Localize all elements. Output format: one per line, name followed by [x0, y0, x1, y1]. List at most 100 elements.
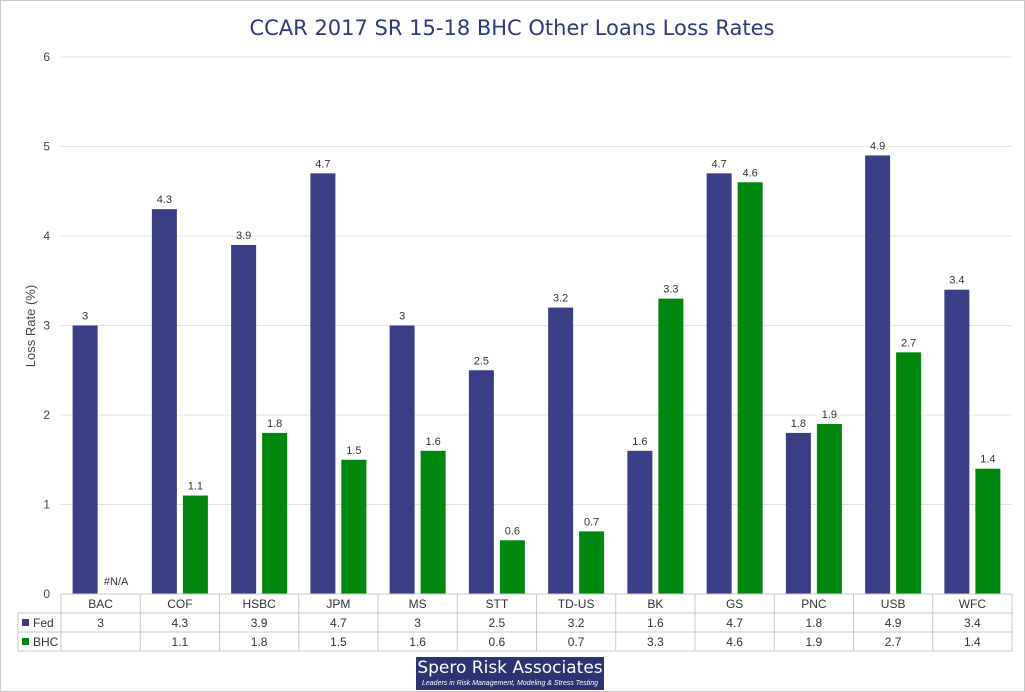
x-tick-label: BAC	[88, 597, 113, 611]
bar-bhc-bk	[658, 298, 684, 594]
x-tick-label: COF	[167, 597, 192, 611]
bar-fed-gs	[706, 173, 732, 594]
x-tick-label: USB	[881, 597, 906, 611]
table-cell: 1.5	[330, 635, 347, 649]
table-cell: 1.8	[806, 616, 823, 630]
data-label-fed: 1.6	[632, 436, 647, 448]
table-cell: 0.6	[489, 635, 506, 649]
bar-fed-usb	[865, 155, 891, 594]
table-cell: 3.4	[964, 616, 981, 630]
table-cell: 1.6	[647, 616, 664, 630]
table-cell: 0.7	[568, 635, 585, 649]
logo-tagline: Leaders in Risk Management, Modeling & S…	[422, 680, 598, 687]
bar-fed-cof	[151, 209, 177, 594]
bar-bhc-jpm	[341, 459, 367, 594]
table-cell: 3.2	[568, 616, 585, 630]
table-cell: 3.9	[251, 616, 268, 630]
data-table: BAC COF HSBC JPM MS STT TD-US BK GS PNC USB WFC Fed 3…	[17, 593, 1013, 652]
table-cell: 1.1	[172, 635, 189, 649]
y-axis-label: Loss Rate (%)	[23, 285, 38, 367]
data-label-fed: 4.7	[711, 158, 726, 170]
company-logo: Spero Risk Associates Leaders in Risk Ma…	[416, 657, 604, 690]
legend-swatch-bhc	[22, 638, 29, 645]
data-label-bhc: 1.8	[267, 418, 282, 430]
bar-bhc-hsbc	[262, 432, 288, 594]
data-label-bhc: 1.4	[980, 454, 995, 466]
x-tick-label: MS	[409, 597, 427, 611]
table-cell: 2.7	[885, 635, 902, 649]
table-cell: 4.9	[885, 616, 902, 630]
data-label-fed: 3	[399, 311, 405, 323]
x-tick-label: BK	[647, 597, 663, 611]
y-tick-label: 6	[43, 50, 50, 64]
bar-fed-pnc	[785, 432, 811, 594]
data-label-bhc: 1.6	[425, 436, 440, 448]
bar-bhc-td-us	[579, 531, 605, 594]
data-label-fed: 3.4	[949, 275, 964, 287]
bar-bhc-ms	[420, 450, 446, 594]
data-label-fed: 3.2	[553, 293, 568, 305]
bar-fed-td-us	[548, 307, 574, 594]
y-tick-label: 0	[43, 587, 50, 601]
data-label-bhc: 2.7	[901, 337, 916, 349]
y-tick-label: 1	[43, 498, 50, 512]
table-cell: 3	[97, 616, 104, 630]
legend-label-bhc: BHC	[33, 635, 59, 649]
data-label-fed: 4.7	[315, 158, 330, 170]
data-label-bhc: 0.6	[505, 525, 520, 537]
y-tick-label: 2	[43, 408, 50, 422]
table-cell: 1.9	[806, 635, 823, 649]
data-label-bhc: 3.3	[663, 284, 678, 296]
y-tick-label: 5	[43, 140, 50, 154]
table-cell: 4.7	[726, 616, 743, 630]
table-cell: 1.4	[964, 635, 981, 649]
x-tick-label: WFC	[959, 597, 987, 611]
table-cell: 3	[414, 616, 421, 630]
bar-bhc-usb	[896, 352, 922, 594]
legend-label-fed: Fed	[33, 616, 54, 630]
bars	[72, 155, 1001, 595]
data-label-fed: 4.3	[157, 194, 172, 206]
table-cell: 4.7	[330, 616, 347, 630]
bar-bhc-cof	[182, 495, 208, 594]
y-tick-label: 3	[43, 319, 50, 333]
chart-title: CCAR 2017 SR 15-18 BHC Other Loans Loss …	[249, 16, 774, 40]
gridlines	[61, 56, 1012, 505]
data-label-fed: 1.8	[791, 418, 806, 430]
x-tick-label: PNC	[801, 597, 827, 611]
x-tick-label: JPM	[326, 597, 350, 611]
data-label-fed: 3	[82, 311, 88, 323]
data-label-bhc: #N/A	[104, 576, 129, 588]
table-cell: 1.8	[251, 635, 268, 649]
data-label-bhc: 1.1	[188, 481, 203, 493]
logo-name: Spero Risk Associates	[417, 658, 603, 678]
bar-bhc-pnc	[816, 423, 842, 594]
data-label-fed: 4.9	[870, 140, 885, 152]
legend-swatch-fed	[22, 619, 29, 626]
bar-bhc-wfc	[975, 468, 1001, 594]
bar-fed-wfc	[944, 289, 970, 594]
table-cell: 1.6	[409, 635, 426, 649]
x-tick-label: STT	[486, 597, 509, 611]
bar-fed-stt	[468, 370, 494, 594]
table-cell: 2.5	[489, 616, 506, 630]
data-label-fed: 2.5	[474, 355, 489, 367]
y-tick-label: 4	[43, 229, 50, 243]
x-tick-label: HSBC	[242, 597, 276, 611]
table-cell: 4.3	[172, 616, 189, 630]
data-label-fed: 3.9	[236, 230, 251, 242]
data-label-bhc: 0.7	[584, 516, 599, 528]
bar-fed-jpm	[310, 173, 336, 594]
bar-fed-bac	[72, 325, 98, 594]
table-cell: 3.3	[647, 635, 664, 649]
x-tick-label: TD-US	[558, 597, 595, 611]
bar-fed-bk	[627, 450, 653, 594]
data-label-bhc: 4.6	[742, 167, 757, 179]
data-label-bhc: 1.9	[822, 409, 837, 421]
bar-bhc-gs	[737, 182, 763, 595]
bar-fed-hsbc	[231, 244, 257, 594]
data-label-bhc: 1.5	[346, 445, 361, 457]
table-cell: 4.6	[726, 635, 743, 649]
bar-bhc-stt	[499, 540, 525, 594]
